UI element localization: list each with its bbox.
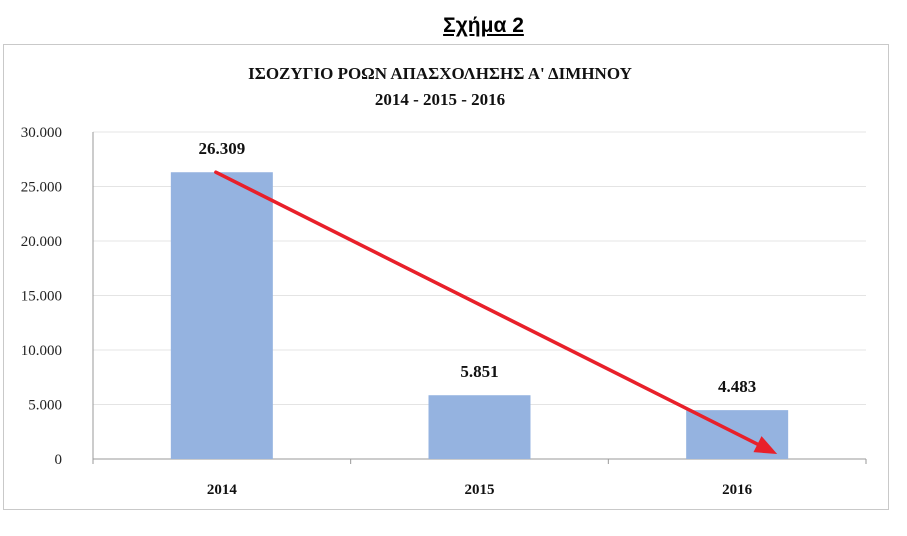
data-label-2014: 26.309	[198, 139, 245, 158]
y-tick-label: 10.000	[21, 343, 62, 359]
bar-2015	[428, 395, 531, 459]
y-tick-label: 0	[55, 452, 63, 468]
data-label-2015: 5.851	[460, 362, 498, 381]
x-tick-label-2015: 2015	[465, 482, 495, 498]
bar-2014	[170, 172, 273, 459]
y-tick-label: 5.000	[28, 398, 62, 414]
figure-label: Σχήμα 2	[443, 14, 524, 37]
data-label-2016: 4.483	[718, 377, 756, 396]
x-tick-label-2016: 2016	[722, 482, 753, 498]
y-tick-label: 15.000	[21, 289, 62, 305]
chart-title: ΙΣΟΖΥΓΙΟ ΡΟΩΝ ΑΠΑΣΧΟΛΗΣΗΣ Α' ΔΙΜΗΝΟΥ	[248, 64, 632, 83]
chart-subtitle: 2014 - 2015 - 2016	[375, 90, 505, 109]
chart-frame	[3, 44, 889, 510]
trend-arrow-line	[214, 170, 760, 446]
y-tick-label: 30.000	[21, 125, 62, 141]
y-tick-label: 20.000	[21, 234, 62, 250]
trend-arrow-head	[753, 436, 778, 454]
y-tick-label: 25.000	[21, 180, 62, 196]
x-tick-label-2014: 2014	[207, 482, 238, 498]
